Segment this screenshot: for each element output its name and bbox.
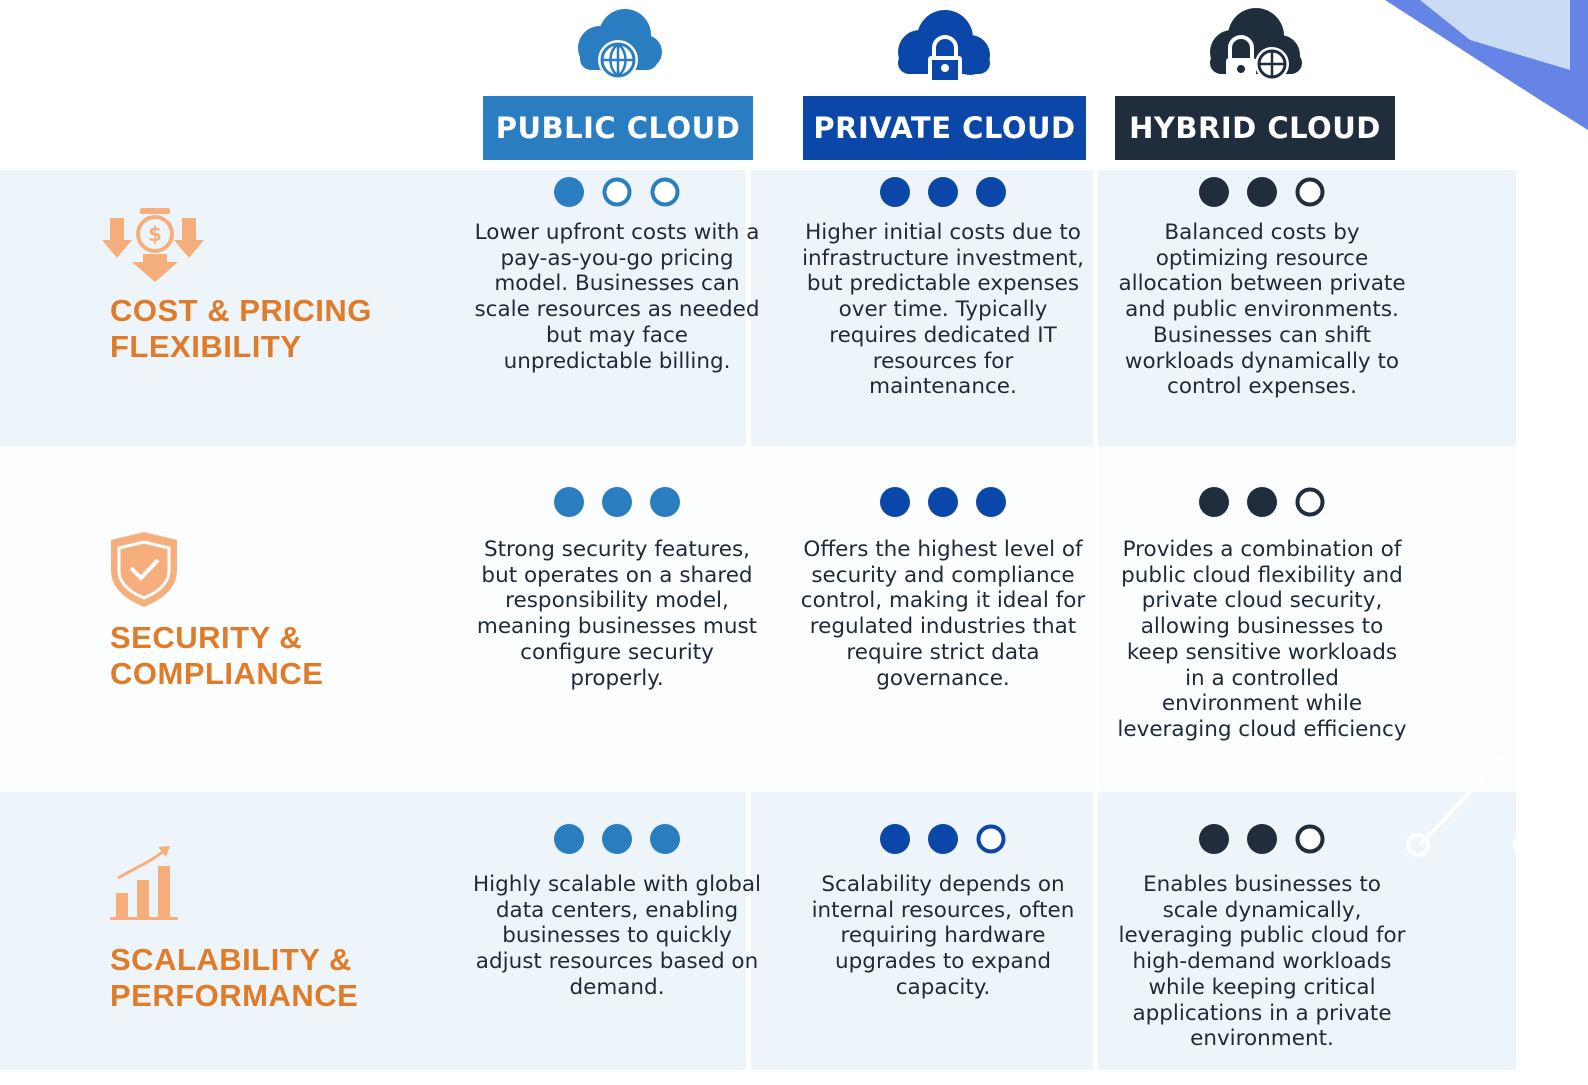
rating-dot-empty bbox=[1295, 177, 1325, 207]
hybrid-cloud-icon bbox=[1210, 8, 1302, 84]
rating bbox=[554, 824, 680, 854]
rating-dot-empty bbox=[1295, 824, 1325, 854]
private-cloud-icon bbox=[898, 10, 990, 84]
rating bbox=[880, 824, 1006, 854]
rating bbox=[554, 487, 680, 517]
scalability-icon bbox=[110, 846, 178, 920]
rating-dot-filled bbox=[650, 824, 680, 854]
rating-dot-filled bbox=[602, 824, 632, 854]
cell-text: Provides a combination of public cloud f… bbox=[1117, 537, 1407, 742]
rating-dot-filled bbox=[880, 177, 910, 207]
rating-dot-filled bbox=[928, 487, 958, 517]
column-header: PUBLIC CLOUD bbox=[483, 96, 753, 160]
column-header: HYBRID CLOUD bbox=[1115, 96, 1395, 160]
column-header: PRIVATE CLOUD bbox=[803, 96, 1086, 160]
cell-text: Offers the highest level of security and… bbox=[800, 537, 1086, 691]
rating-dot-filled bbox=[928, 824, 958, 854]
decoration-shape bbox=[1420, 0, 1570, 70]
cell-text: Lower upfront costs with a pay-as-you-go… bbox=[474, 220, 760, 374]
rating-dot-empty bbox=[602, 177, 632, 207]
row-background bbox=[0, 170, 1516, 446]
rating bbox=[554, 177, 680, 207]
rating-dot-empty bbox=[1295, 487, 1325, 517]
rating-dot-filled bbox=[1247, 824, 1277, 854]
rating bbox=[1199, 824, 1325, 854]
cell-text: Balanced costs by optimizing resource al… bbox=[1118, 220, 1406, 400]
rating-dot-empty bbox=[650, 177, 680, 207]
cell-text: Highly scalable with global data centers… bbox=[473, 872, 761, 1000]
rating-dot-filled bbox=[976, 487, 1006, 517]
rating-dot-filled bbox=[880, 487, 910, 517]
cell-text: Strong security features, but operates o… bbox=[476, 537, 758, 691]
cost-icon: $ bbox=[102, 208, 204, 282]
rating-dot-filled bbox=[1247, 177, 1277, 207]
rating-dot-filled bbox=[554, 487, 584, 517]
rating-dot-filled bbox=[1247, 487, 1277, 517]
separator bbox=[746, 170, 751, 1070]
circuit-line bbox=[1418, 733, 1588, 847]
row-label: SCALABILITY & PERFORMANCE bbox=[110, 942, 359, 1013]
cell-text: Scalability depends on internal resource… bbox=[811, 872, 1075, 1000]
cell-text: Enables businesses to scale dynamically,… bbox=[1118, 872, 1406, 1052]
public-cloud-icon bbox=[578, 9, 662, 80]
rating-dot-filled bbox=[1199, 824, 1229, 854]
row-label: COST & PRICING FLEXIBILITY bbox=[110, 293, 372, 364]
rating bbox=[1199, 487, 1325, 517]
circuit-node bbox=[1513, 833, 1537, 857]
rating-dot-filled bbox=[880, 824, 910, 854]
cell-text: Higher initial costs due to infrastructu… bbox=[802, 220, 1084, 400]
security-icon bbox=[111, 532, 177, 607]
rating-dot-filled bbox=[1199, 177, 1229, 207]
rating bbox=[880, 487, 1006, 517]
rating bbox=[1199, 177, 1325, 207]
circuit-node bbox=[1406, 833, 1430, 857]
rating-dot-filled bbox=[650, 487, 680, 517]
rating-dot-empty bbox=[976, 824, 1006, 854]
rating bbox=[880, 177, 1006, 207]
row-label: SECURITY & COMPLIANCE bbox=[110, 620, 324, 691]
svg-text:$: $ bbox=[148, 222, 162, 246]
rating-dot-filled bbox=[602, 487, 632, 517]
rating-dot-filled bbox=[1199, 487, 1229, 517]
separator bbox=[1093, 170, 1098, 1070]
rating-dot-filled bbox=[976, 177, 1006, 207]
rating-dot-filled bbox=[554, 824, 584, 854]
rating-dot-filled bbox=[928, 177, 958, 207]
rating-dot-filled bbox=[554, 177, 584, 207]
